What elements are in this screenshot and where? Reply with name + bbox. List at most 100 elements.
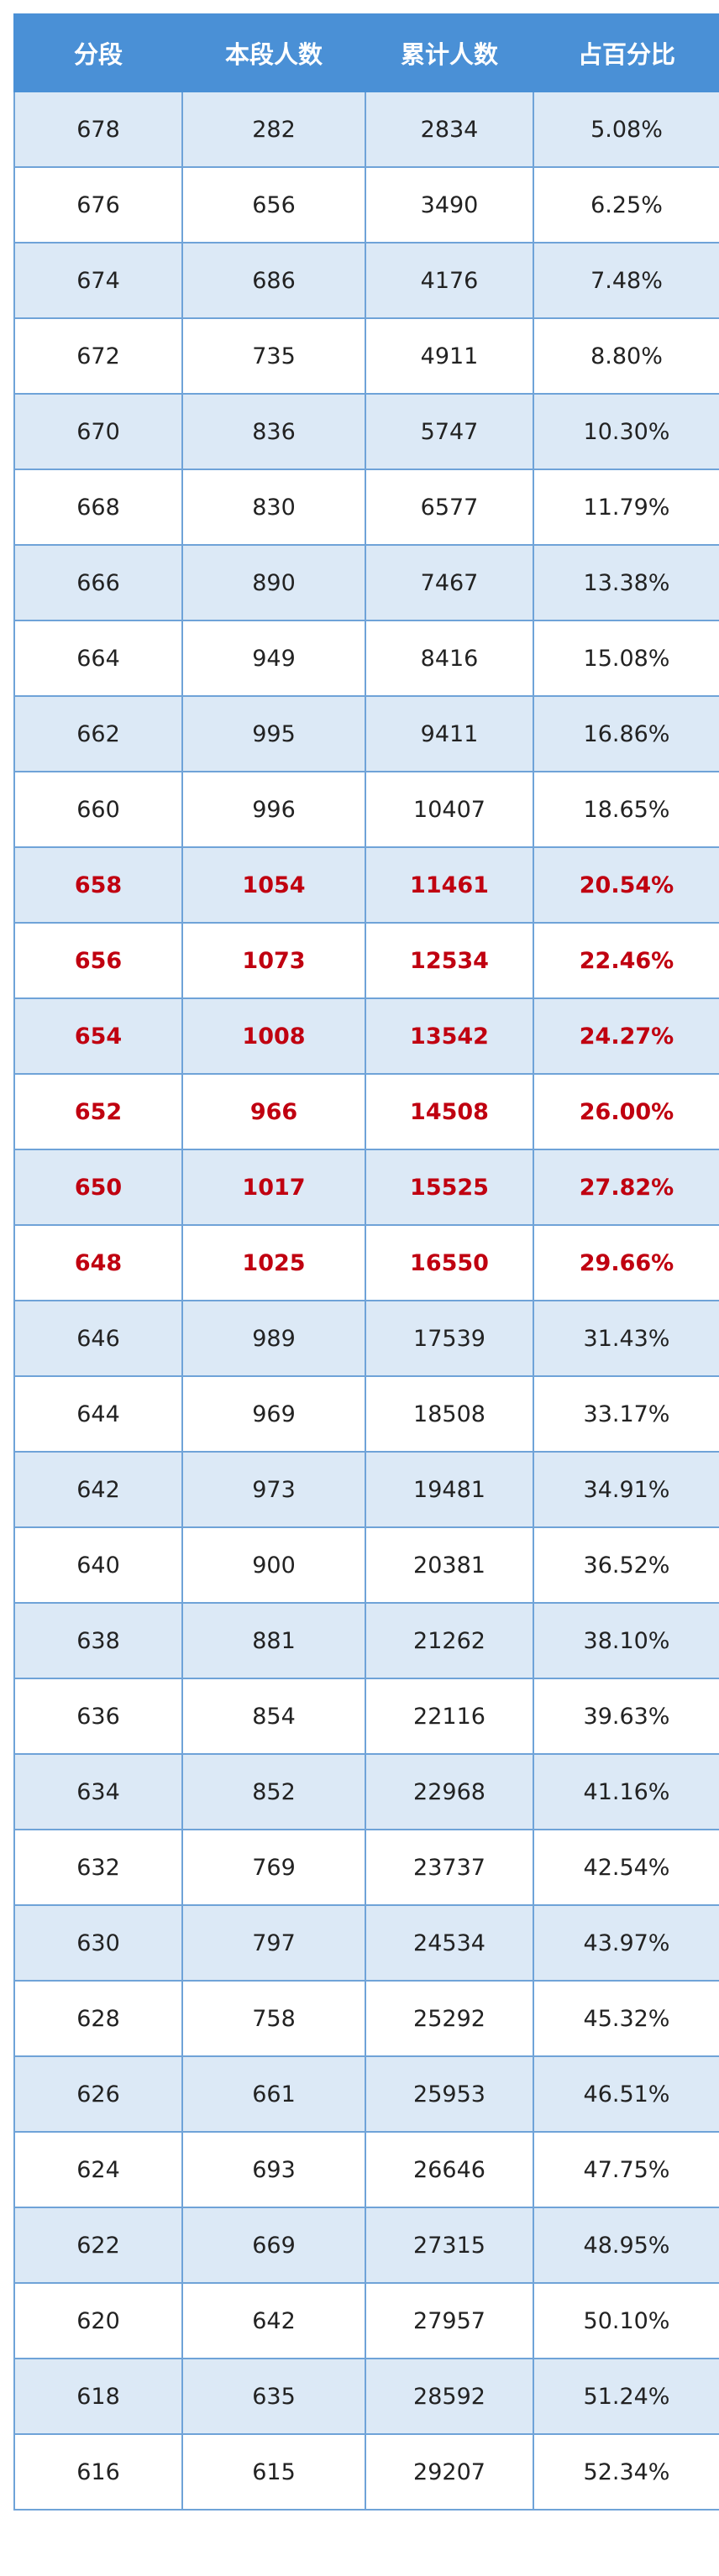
table-row: 636 854 22116 39.63%: [13, 1678, 719, 1755]
cell-band-count: 836: [181, 393, 366, 470]
cell-percentage: 22.46%: [533, 922, 719, 999]
cell-percentage: 33.17%: [533, 1375, 719, 1453]
table-row: 630 797 24534 43.97%: [13, 1904, 719, 1982]
cell-band-count: 890: [181, 544, 366, 621]
cell-cumulative-count: 19481: [365, 1451, 534, 1528]
table-row: 648 1025 16550 29.66%: [13, 1224, 719, 1301]
cell-percentage: 5.08%: [533, 91, 719, 168]
cell-cumulative-count: 10407: [365, 771, 534, 848]
cell-score-band: 638: [13, 1602, 183, 1679]
cell-band-count: 656: [181, 166, 366, 243]
cell-score-band: 656: [13, 922, 183, 999]
table-row: 616 615 29207 52.34%: [13, 2433, 719, 2511]
cell-score-band: 678: [13, 91, 183, 168]
score-table: 分段 本段人数 累计人数 占百分比 678 282 2834 5.08% 676 656 3…: [13, 13, 719, 2511]
cell-score-band: 674: [13, 242, 183, 319]
cell-cumulative-count: 20381: [365, 1526, 534, 1604]
cell-band-count: 949: [181, 620, 366, 697]
cell-cumulative-count: 12534: [365, 922, 534, 999]
cell-band-count: 973: [181, 1451, 366, 1528]
cell-score-band: 634: [13, 1753, 183, 1830]
cell-percentage: 11.79%: [533, 469, 719, 546]
cell-percentage: 7.48%: [533, 242, 719, 319]
cell-cumulative-count: 3490: [365, 166, 534, 243]
cell-percentage: 39.63%: [533, 1678, 719, 1755]
cell-band-count: 769: [181, 1829, 366, 1906]
cell-percentage: 18.65%: [533, 771, 719, 848]
cell-percentage: 41.16%: [533, 1753, 719, 1830]
cell-percentage: 46.51%: [533, 2055, 719, 2133]
cell-score-band: 654: [13, 997, 183, 1075]
table-row: 628 758 25292 45.32%: [13, 1980, 719, 2057]
cell-percentage: 16.86%: [533, 695, 719, 772]
table-row: 672 735 4911 8.80%: [13, 317, 719, 395]
cell-percentage: 27.82%: [533, 1149, 719, 1226]
cell-band-count: 735: [181, 317, 366, 395]
cell-score-band: 616: [13, 2433, 183, 2511]
cell-score-band: 628: [13, 1980, 183, 2057]
cell-band-count: 693: [181, 2131, 366, 2208]
cell-percentage: 48.95%: [533, 2207, 719, 2284]
table-row: 640 900 20381 36.52%: [13, 1526, 719, 1604]
cell-cumulative-count: 11461: [365, 846, 534, 924]
cell-score-band: 648: [13, 1224, 183, 1301]
cell-cumulative-count: 25953: [365, 2055, 534, 2133]
cell-band-count: 996: [181, 771, 366, 848]
cell-score-band: 676: [13, 166, 183, 243]
cell-band-count: 995: [181, 695, 366, 772]
cell-cumulative-count: 7467: [365, 544, 534, 621]
cell-score-band: 644: [13, 1375, 183, 1453]
header-percentage: 占百分比: [533, 13, 719, 92]
cell-cumulative-count: 13542: [365, 997, 534, 1075]
cell-cumulative-count: 27315: [365, 2207, 534, 2284]
cell-percentage: 34.91%: [533, 1451, 719, 1528]
table-row: 678 282 2834 5.08%: [13, 91, 719, 168]
cell-band-count: 1073: [181, 922, 366, 999]
cell-band-count: 969: [181, 1375, 366, 1453]
cell-cumulative-count: 4911: [365, 317, 534, 395]
cell-cumulative-count: 6577: [365, 469, 534, 546]
table-header: 分段 本段人数 累计人数 占百分比: [13, 13, 719, 92]
cell-band-count: 635: [181, 2358, 366, 2435]
cell-cumulative-count: 2834: [365, 91, 534, 168]
cell-percentage: 6.25%: [533, 166, 719, 243]
cell-percentage: 47.75%: [533, 2131, 719, 2208]
table-row: 654 1008 13542 24.27%: [13, 997, 719, 1075]
score-table-container: 分段 本段人数 累计人数 占百分比 678 282 2834 5.08% 676 656 3…: [13, 0, 719, 2511]
cell-band-count: 669: [181, 2207, 366, 2284]
cell-percentage: 8.80%: [533, 317, 719, 395]
cell-band-count: 661: [181, 2055, 366, 2133]
cell-cumulative-count: 22968: [365, 1753, 534, 1830]
cell-score-band: 624: [13, 2131, 183, 2208]
cell-cumulative-count: 29207: [365, 2433, 534, 2511]
table-row: 634 852 22968 41.16%: [13, 1753, 719, 1830]
cell-cumulative-count: 23737: [365, 1829, 534, 1906]
cell-percentage: 31.43%: [533, 1300, 719, 1377]
cell-cumulative-count: 14508: [365, 1073, 534, 1150]
table-row: 620 642 27957 50.10%: [13, 2282, 719, 2359]
cell-percentage: 45.32%: [533, 1980, 719, 2057]
cell-cumulative-count: 21262: [365, 1602, 534, 1679]
cell-band-count: 686: [181, 242, 366, 319]
cell-percentage: 42.54%: [533, 1829, 719, 1906]
table-row: 666 890 7467 13.38%: [13, 544, 719, 621]
header-cumulative-count: 累计人数: [365, 13, 534, 92]
table-row: 676 656 3490 6.25%: [13, 166, 719, 243]
cell-band-count: 615: [181, 2433, 366, 2511]
cell-band-count: 900: [181, 1526, 366, 1604]
cell-percentage: 51.24%: [533, 2358, 719, 2435]
table-row: 646 989 17539 31.43%: [13, 1300, 719, 1377]
cell-cumulative-count: 25292: [365, 1980, 534, 2057]
header-band-count: 本段人数: [181, 13, 366, 92]
cell-score-band: 672: [13, 317, 183, 395]
cell-score-band: 626: [13, 2055, 183, 2133]
cell-cumulative-count: 8416: [365, 620, 534, 697]
cell-score-band: 666: [13, 544, 183, 621]
cell-score-band: 650: [13, 1149, 183, 1226]
cell-percentage: 15.08%: [533, 620, 719, 697]
cell-percentage: 29.66%: [533, 1224, 719, 1301]
table-row: 652 966 14508 26.00%: [13, 1073, 719, 1150]
cell-score-band: 658: [13, 846, 183, 924]
cell-cumulative-count: 9411: [365, 695, 534, 772]
cell-score-band: 618: [13, 2358, 183, 2435]
